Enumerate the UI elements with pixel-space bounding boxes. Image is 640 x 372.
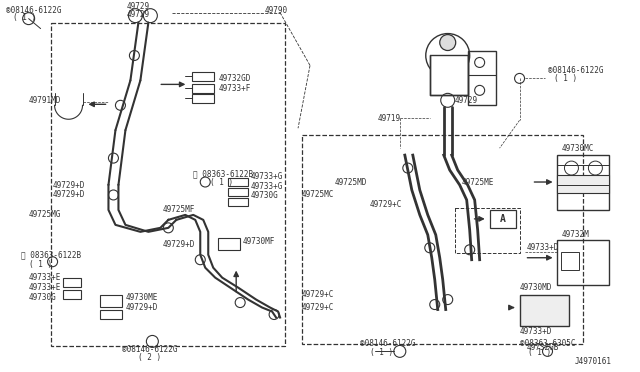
Text: 49730MC: 49730MC: [561, 144, 594, 153]
Text: 49719: 49719: [378, 114, 401, 123]
Text: ( 1 ): ( 1 ): [13, 13, 36, 22]
Bar: [192, 84, 214, 93]
Text: ®08146-6122G: ®08146-6122G: [360, 339, 415, 348]
Text: ®08146-6122G: ®08146-6122G: [122, 345, 178, 354]
Text: 49729: 49729: [454, 96, 478, 105]
Text: 49730ME: 49730ME: [125, 293, 158, 302]
Bar: [228, 198, 248, 206]
Text: 49730G: 49730G: [29, 293, 56, 302]
Text: 49733+G: 49733+G: [250, 171, 282, 180]
Text: 49725MD: 49725MD: [335, 177, 367, 186]
Text: 49729+C: 49729+C: [302, 303, 335, 312]
Text: 49725MF: 49725MF: [163, 205, 195, 214]
Text: 49729+C: 49729+C: [370, 201, 403, 209]
Bar: [430, 55, 468, 95]
Bar: [468, 51, 495, 105]
Text: 49729: 49729: [127, 2, 150, 11]
Text: 49725MG: 49725MG: [29, 211, 61, 219]
Bar: [192, 94, 214, 103]
Text: ( 2 ): ( 2 ): [138, 353, 161, 362]
Text: 49733+F: 49733+F: [218, 84, 251, 93]
Text: 49730MF: 49730MF: [242, 237, 275, 246]
Text: ( 1 ): ( 1 ): [527, 348, 550, 357]
Text: 49729+D: 49729+D: [125, 303, 158, 312]
Text: 49729+D: 49729+D: [52, 190, 85, 199]
Text: 49729: 49729: [127, 10, 150, 19]
Text: Ⓢ 08363-6122B: Ⓢ 08363-6122B: [20, 250, 81, 259]
Text: J4970161: J4970161: [575, 357, 611, 366]
Text: 49791MD: 49791MD: [29, 96, 61, 105]
Bar: [454, 208, 520, 253]
Text: 49733+D: 49733+D: [520, 327, 552, 336]
Bar: [302, 135, 584, 344]
Text: 49733+E: 49733+E: [29, 283, 61, 292]
Bar: [557, 240, 609, 285]
Text: 49729+D: 49729+D: [163, 240, 195, 249]
Text: ( 1 ): ( 1 ): [370, 348, 393, 357]
Text: ®08363-6305C: ®08363-6305C: [520, 339, 575, 348]
Text: A: A: [500, 214, 506, 224]
Text: 49732GB: 49732GB: [527, 343, 559, 352]
Bar: [51, 23, 285, 346]
Text: ( 1 ): ( 1 ): [554, 74, 578, 83]
Text: 49733+E: 49733+E: [29, 273, 61, 282]
Text: 49733+D: 49733+D: [527, 243, 559, 252]
Bar: [490, 210, 516, 228]
Text: 49733+G: 49733+G: [250, 182, 282, 190]
Text: 49790: 49790: [265, 6, 288, 15]
Bar: [557, 175, 609, 193]
Text: ( 1 ): ( 1 ): [29, 260, 52, 269]
Bar: [63, 278, 81, 286]
Text: 49725MC: 49725MC: [302, 190, 335, 199]
Text: 49730MD: 49730MD: [520, 283, 552, 292]
Text: ®08146-6122G: ®08146-6122G: [6, 6, 61, 15]
Text: 49730G: 49730G: [250, 192, 278, 201]
Text: 49729+C: 49729+C: [302, 290, 335, 299]
Text: Ⓢ 08363-6122B: Ⓢ 08363-6122B: [193, 170, 253, 179]
Text: 49732GD: 49732GD: [218, 74, 251, 83]
Bar: [228, 188, 248, 196]
Text: 49729+D: 49729+D: [52, 180, 85, 189]
Circle shape: [440, 35, 456, 51]
Bar: [63, 290, 81, 299]
Text: 49725ME: 49725ME: [461, 177, 494, 186]
Bar: [561, 252, 579, 270]
Bar: [557, 155, 609, 210]
Bar: [100, 310, 122, 320]
Text: ®08146-6122G: ®08146-6122G: [547, 66, 603, 75]
Bar: [520, 295, 570, 327]
Bar: [192, 73, 214, 81]
Bar: [228, 178, 248, 186]
Bar: [218, 238, 240, 250]
Text: 49732M: 49732M: [561, 230, 589, 239]
Bar: [100, 295, 122, 307]
Text: ( 1 ): ( 1 ): [210, 177, 234, 186]
